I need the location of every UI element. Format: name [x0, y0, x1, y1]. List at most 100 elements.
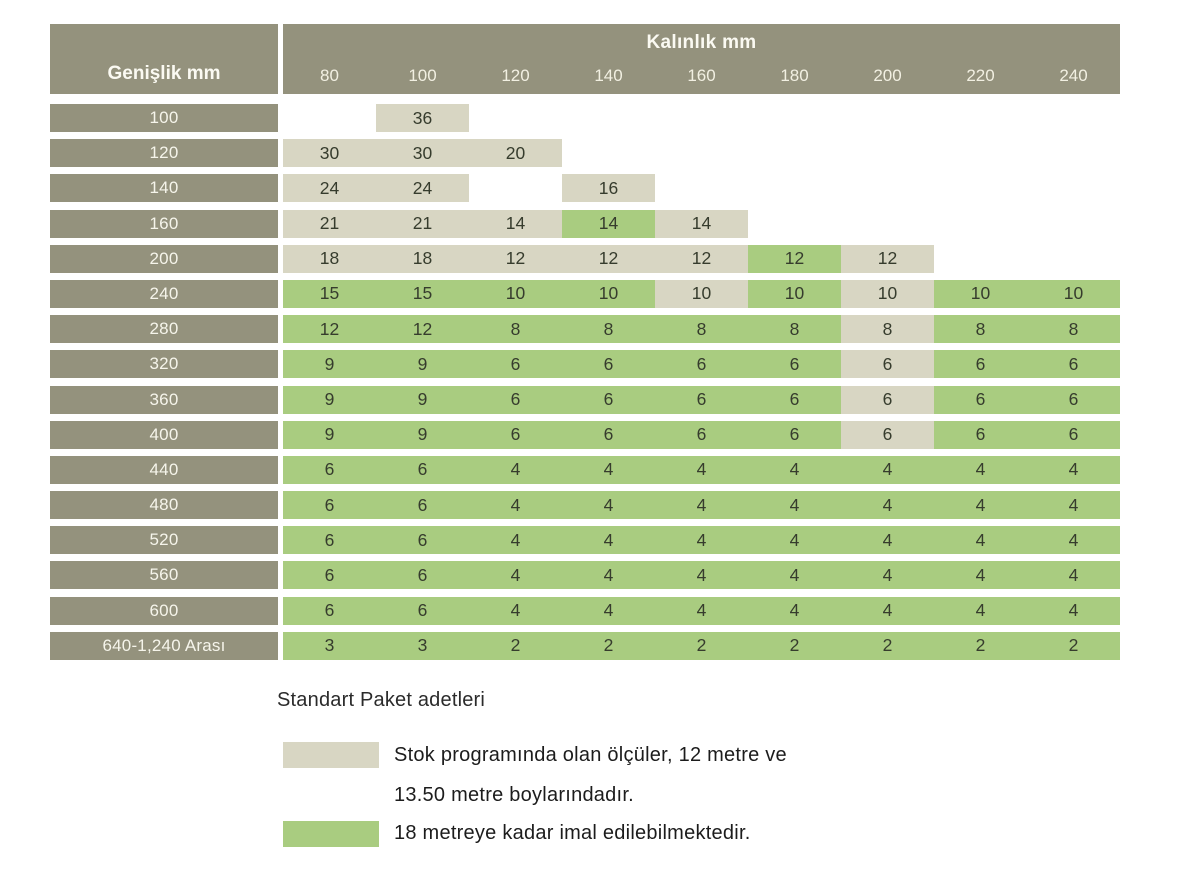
table-cell: 6 — [934, 350, 1027, 379]
row-label: 480 — [50, 491, 278, 520]
table-cell: 10 — [841, 279, 934, 308]
table-cell: 12 — [562, 244, 655, 273]
table-cell: 6 — [283, 491, 376, 520]
column-header: 180 — [780, 66, 809, 85]
table-cell: 4 — [934, 491, 1027, 520]
table-cell: 9 — [283, 350, 376, 379]
row-label: 160 — [50, 209, 278, 238]
table-row: 320 9 9 6 6 6 6 6 6 6 — [50, 350, 1120, 379]
table-cell: 6 — [1027, 420, 1120, 449]
table-cell: 6 — [283, 455, 376, 484]
table-cell: 8 — [655, 315, 748, 344]
table-cell: 30 — [283, 139, 376, 168]
table-cell: 4 — [562, 526, 655, 555]
row-label: 520 — [50, 526, 278, 555]
table-cell: 6 — [841, 350, 934, 379]
table-cell — [841, 210, 934, 238]
row-header-cell: Genişlik mm — [50, 24, 278, 94]
table-cell: 6 — [562, 350, 655, 379]
table-cell: 9 — [376, 385, 469, 414]
table-cell: 6 — [283, 561, 376, 590]
table-cell: 2 — [1027, 631, 1120, 660]
table-row: 560 6 6 4 4 4 4 4 4 4 — [50, 561, 1120, 590]
table-cell: 4 — [562, 596, 655, 625]
table-cell — [748, 104, 841, 132]
table-cell: 4 — [934, 596, 1027, 625]
table-cell: 4 — [469, 455, 562, 484]
table-cell — [934, 174, 1027, 202]
table-cell: 6 — [376, 491, 469, 520]
table-row: 360 9 9 6 6 6 6 6 6 6 — [50, 385, 1120, 414]
row-label: 120 — [50, 139, 278, 168]
table-row: 100 36 — [50, 104, 1120, 132]
table-cell: 14 — [562, 209, 655, 238]
table-cell: 6 — [655, 420, 748, 449]
table-cell: 6 — [562, 385, 655, 414]
row-label: 560 — [50, 561, 278, 590]
table-cell: 9 — [283, 385, 376, 414]
table-cell: 6 — [841, 385, 934, 414]
row-label: 400 — [50, 420, 278, 449]
table-row: 140 24 24 16 — [50, 174, 1120, 203]
table-cell — [655, 104, 748, 132]
production-legend-text: 18 metreye kadar imal edilebilmektedir. — [394, 822, 751, 844]
row-label: 440 — [50, 455, 278, 484]
table-cell: 4 — [841, 561, 934, 590]
table-cell: 4 — [655, 526, 748, 555]
table-cell — [1027, 210, 1120, 238]
table-cell — [841, 174, 934, 202]
table-cell — [1027, 139, 1120, 167]
table-cell: 24 — [283, 174, 376, 203]
table-cell — [469, 104, 562, 132]
row-label: 280 — [50, 315, 278, 344]
table-cell: 6 — [283, 596, 376, 625]
production-color-swatch — [283, 821, 379, 847]
table-cell: 4 — [562, 455, 655, 484]
table-cell: 3 — [376, 631, 469, 660]
table-cell: 4 — [469, 561, 562, 590]
table-cell: 12 — [283, 315, 376, 344]
table-cell: 6 — [748, 420, 841, 449]
table-cell: 10 — [1027, 279, 1120, 308]
table-cell: 16 — [562, 174, 655, 203]
column-header: 240 — [1059, 66, 1088, 85]
table-cell — [748, 210, 841, 238]
stock-legend-text-line1: Stok programında olan ölçüler, 12 metre … — [394, 744, 787, 766]
column-header: 140 — [594, 66, 623, 85]
column-header: 120 — [501, 66, 530, 85]
table-cell: 4 — [748, 596, 841, 625]
table-cell: 4 — [1027, 491, 1120, 520]
row-header-label: Genişlik mm — [107, 63, 221, 84]
table-cell — [748, 139, 841, 167]
table-body: 100 36 120 30 30 20 140 24 24 16 160 21 21 14 14 14 200 1… — [50, 104, 1120, 660]
table-cell: 6 — [655, 385, 748, 414]
table-cell: 4 — [562, 561, 655, 590]
table-cell: 6 — [655, 350, 748, 379]
table-cell — [283, 104, 376, 132]
table-cell — [934, 245, 1027, 273]
table-cell: 4 — [934, 561, 1027, 590]
table-cell: 4 — [841, 596, 934, 625]
table-cell: 10 — [655, 279, 748, 308]
table-cell: 14 — [469, 209, 562, 238]
row-label: 240 — [50, 279, 278, 308]
table-row: 120 30 30 20 — [50, 139, 1120, 168]
table-cell: 6 — [469, 385, 562, 414]
table-cell — [841, 139, 934, 167]
table-cell: 4 — [934, 526, 1027, 555]
legend-title: Standart Paket adetleri — [277, 689, 486, 711]
table-cell — [562, 139, 655, 167]
table-cell: 24 — [376, 174, 469, 203]
table-row: 400 9 9 6 6 6 6 6 6 6 — [50, 420, 1120, 449]
table-cell: 10 — [469, 279, 562, 308]
table-cell — [562, 104, 655, 132]
table-cell: 6 — [283, 526, 376, 555]
table-cell: 12 — [469, 244, 562, 273]
column-group-label: Kalınlık mm — [646, 32, 757, 53]
table-cell: 3 — [283, 631, 376, 660]
table-cell: 6 — [376, 526, 469, 555]
column-header: 200 — [873, 66, 902, 85]
table-cell: 6 — [376, 455, 469, 484]
row-label: 600 — [50, 596, 278, 625]
table-cell: 6 — [1027, 350, 1120, 379]
